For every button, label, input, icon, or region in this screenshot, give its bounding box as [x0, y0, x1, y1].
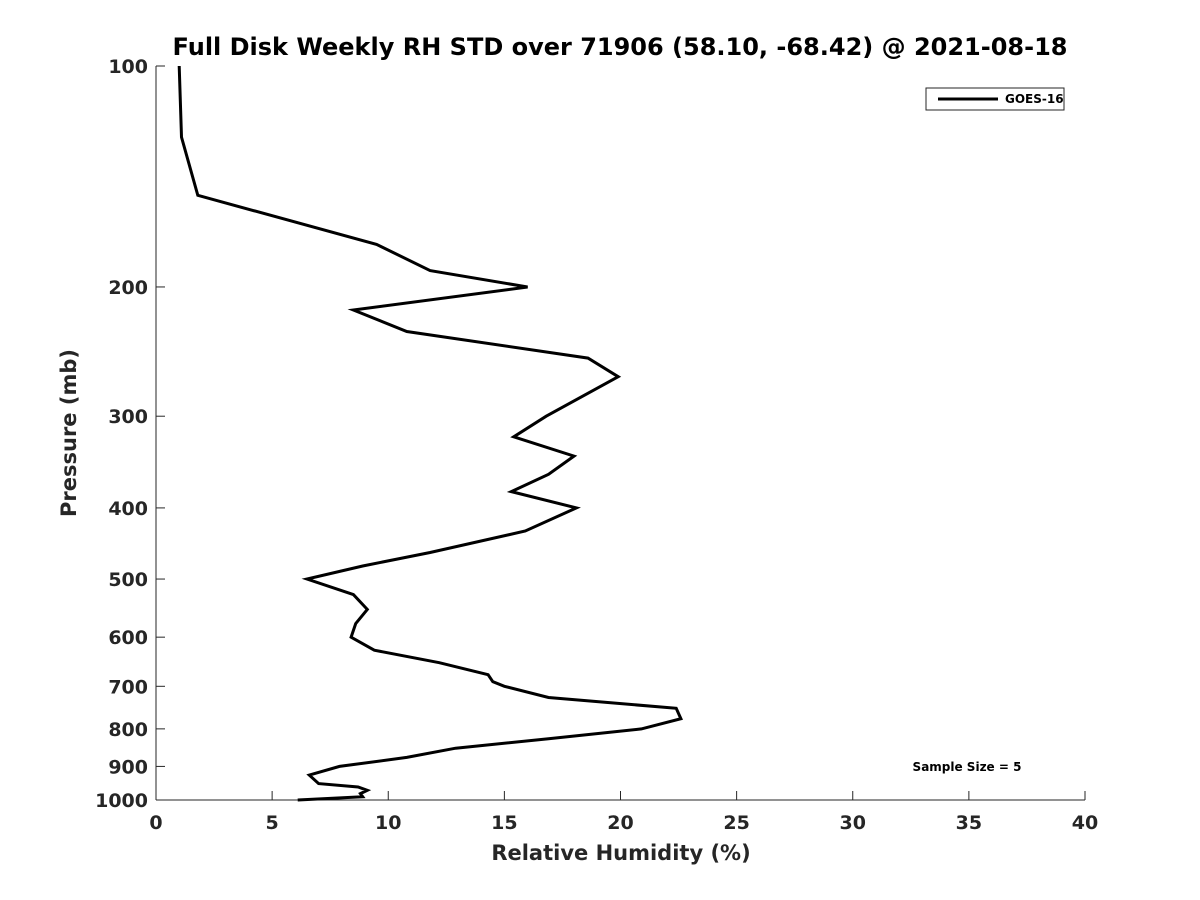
- x-tick-label: 25: [723, 812, 749, 834]
- x-tick-label: 5: [266, 812, 279, 834]
- y-tick-label: 100: [108, 56, 148, 78]
- x-axis-label: Relative Humidity (%): [491, 841, 750, 865]
- sample-size-annotation: Sample Size = 5: [913, 760, 1022, 774]
- y-tick-label: 500: [108, 569, 148, 591]
- x-tick-label: 0: [149, 812, 162, 834]
- y-tick-label: 1000: [95, 790, 148, 812]
- y-tick-label: 800: [108, 719, 148, 741]
- x-tick-label: 10: [375, 812, 401, 834]
- x-tick-label: 30: [840, 812, 866, 834]
- legend-label-goes-16: GOES-16: [1005, 92, 1064, 106]
- series-layer: [177, 65, 684, 802]
- x-tick-label: 15: [491, 812, 517, 834]
- y-tick-label: 300: [108, 406, 148, 428]
- y-tick-label: 400: [108, 498, 148, 520]
- y-tick-label: 600: [108, 627, 148, 649]
- y-tick-label: 700: [108, 676, 148, 698]
- y-axis-label: Pressure (mb): [57, 349, 81, 517]
- x-tick-label: 40: [1072, 812, 1098, 834]
- legend: GOES-16: [925, 87, 1065, 111]
- y-tick-label: 900: [108, 756, 148, 778]
- x-tick-label: 35: [956, 812, 982, 834]
- y-tick-label: 200: [108, 277, 148, 299]
- axes: 0 5 10 15 20 25 30 35 40 100 200 300 400 500 600 700 800…: [95, 56, 1098, 834]
- series-line-goes-16: [177, 65, 684, 802]
- x-tick-label: 20: [607, 812, 633, 834]
- chart-title: Full Disk Weekly RH STD over 71906 (58.1…: [173, 33, 1068, 61]
